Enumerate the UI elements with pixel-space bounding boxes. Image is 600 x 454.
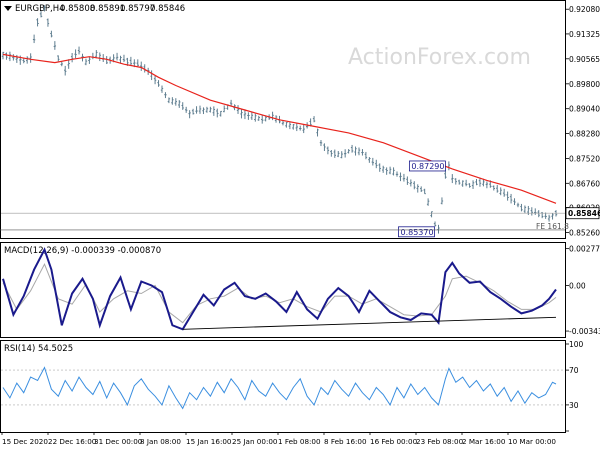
y-tick-label: 0.87520: [569, 154, 600, 163]
rsi-series: [1, 366, 565, 410]
x-tick-label: 2 Mar 16:00: [462, 437, 506, 446]
x-tick-label: 8 Feb 16:00: [324, 437, 367, 446]
y-tick-label: 0.89800: [569, 80, 600, 89]
y-tick-label: 0.89040: [569, 105, 600, 114]
x-tick-label: 10 Mar 00:00: [508, 437, 556, 446]
ohlc-low: 0.85797: [120, 4, 155, 14]
y-tick-label: 0.86760: [569, 179, 600, 188]
y-tick-label: 100: [569, 340, 584, 349]
x-tick-label: 1 Feb 08:00: [278, 437, 321, 446]
macd-title: MACD(12,26,9) -0.000339 -0.000870: [4, 246, 161, 256]
macd-panel: [0, 242, 566, 338]
current-price-label: 0.85846: [568, 209, 600, 218]
fe-level-label: FE 161.8: [536, 222, 569, 231]
symbol-label: EURGBP,H4: [15, 4, 65, 14]
y-tick-label: 30: [569, 401, 579, 410]
ohlc-open: 0.85808: [60, 4, 95, 14]
y-tick-label: 0.00: [569, 281, 586, 290]
x-tick-label: 25 Jan 00:00: [232, 437, 278, 446]
macd-series: [2, 247, 557, 331]
price-label: 0.85370: [400, 228, 433, 237]
y-tick-label: 0.91325: [569, 30, 600, 39]
current-price-box: [565, 207, 600, 220]
price-label: 0.87290: [411, 162, 444, 171]
y-tick-label: 70: [569, 366, 579, 375]
price-label-box: [398, 226, 435, 238]
macd-signal-line: [2, 263, 557, 324]
price-panel: [0, 0, 566, 239]
x-tick-label: 31 Dec 00:00: [94, 437, 143, 446]
ohlc-close: 0.85846: [150, 4, 185, 14]
macd-line: [2, 247, 557, 331]
y-tick-label: 0.88280: [569, 130, 600, 139]
rsi-title: RSI(14) 54.5025: [4, 344, 73, 354]
y-tick-label: 0.92080: [569, 5, 600, 14]
y-tick-label: 0.85260: [569, 228, 600, 237]
x-tick-label: 15 Dec 2020: [2, 437, 48, 446]
x-tick-label: 15 Jan 16:00: [186, 437, 232, 446]
ohlc-high: 0.85891: [90, 4, 125, 14]
price-y-axis: 0.92080 0.91325 0.90565 0.89800 0.89040 0.882…: [565, 5, 600, 237]
y-tick-label: -0.003433: [569, 327, 600, 336]
x-tick-label: 22 Dec 16:00: [48, 437, 97, 446]
macd-y-axis: 0.002777 0.00 -0.003433: [565, 245, 600, 336]
rsi-y-axis: 100 70 30: [565, 340, 584, 432]
x-tick-label: 23 Feb 08:00: [416, 437, 464, 446]
y-tick-label: 0.90565: [569, 55, 600, 64]
price-annotations: 0.87290 0.85370 FE 161.8: [0, 160, 569, 238]
price-label-box: [408, 160, 446, 172]
rsi-panel: [0, 340, 566, 433]
x-tick-label: 16 Feb 00:00: [370, 437, 418, 446]
collapse-triangle-icon[interactable]: [4, 6, 12, 11]
price-title: EURGBP,H4 0.85808 0.85891 0.85797 0.8584…: [4, 4, 185, 14]
y-tick-label: 0.002777: [569, 245, 600, 254]
rsi-line: [2, 366, 557, 410]
watermark: ActionForex.com: [348, 45, 531, 70]
x-tick-label: 8 Jan 08:00: [140, 437, 181, 446]
macd-trendline: [182, 316, 557, 330]
